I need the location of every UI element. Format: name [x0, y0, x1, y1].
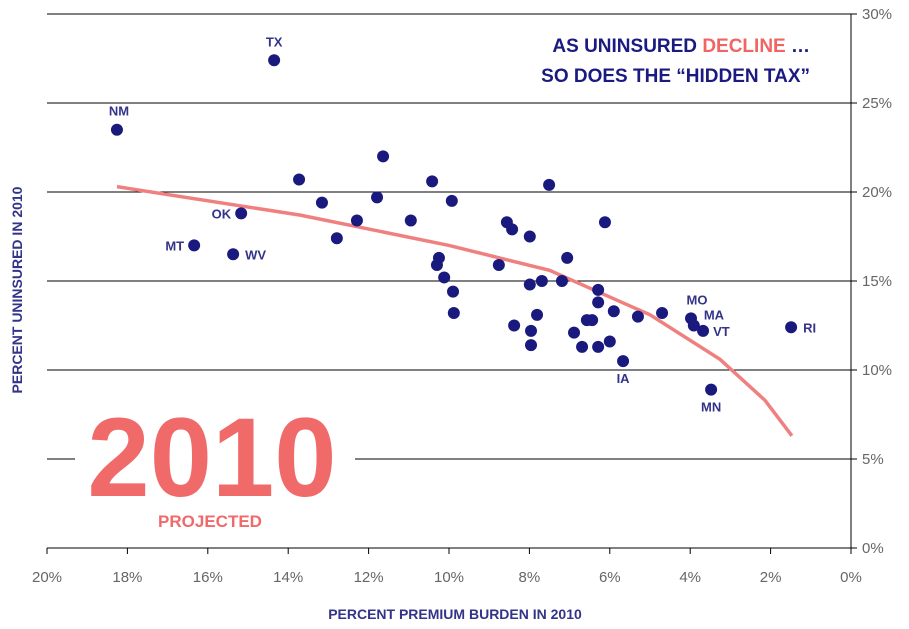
- point: [506, 223, 519, 236]
- x-tick-label: 18%: [112, 569, 142, 586]
- x-tick-label: 4%: [679, 569, 701, 586]
- y-tick-label: 0%: [862, 540, 884, 557]
- point: [447, 285, 460, 298]
- y-tick-label: 15%: [862, 273, 892, 290]
- point-label: MO: [687, 292, 708, 307]
- point: [617, 355, 630, 368]
- point: [568, 326, 581, 339]
- point: [592, 340, 605, 353]
- point: [531, 308, 544, 321]
- point: [525, 324, 538, 337]
- point: [785, 321, 798, 334]
- point: [592, 283, 605, 296]
- point: [330, 232, 343, 245]
- point: [607, 305, 620, 318]
- point: [445, 194, 458, 207]
- point-label: MA: [704, 308, 725, 323]
- point: [656, 307, 669, 320]
- point: [580, 314, 593, 327]
- x-tick-label: 12%: [354, 569, 384, 586]
- y-tick-label: 10%: [862, 362, 892, 379]
- point: [592, 296, 605, 309]
- point: [555, 275, 568, 287]
- point: [631, 310, 644, 323]
- y-tick-label: 25%: [862, 95, 892, 112]
- point-label: TX: [266, 34, 283, 49]
- annotation-bg: [75, 400, 355, 535]
- point: [523, 278, 536, 291]
- chart-subtitle: SO DOES THE “HIDDEN TAX”: [541, 66, 810, 87]
- point: [508, 319, 521, 332]
- title-part: AS UNINSURED: [552, 36, 702, 57]
- point: [561, 251, 574, 264]
- point: [598, 216, 611, 229]
- y-tick-label: 20%: [862, 184, 892, 201]
- x-tick-label: 14%: [273, 569, 303, 586]
- point-label: MN: [701, 400, 721, 415]
- point: [447, 307, 460, 320]
- point-label: VT: [713, 324, 730, 339]
- y-axis-label: PERCENT UNINSURED IN 2010: [9, 186, 25, 393]
- point: [315, 196, 328, 209]
- x-tick-label: 6%: [599, 569, 621, 586]
- point: [687, 319, 700, 332]
- point: [576, 340, 589, 353]
- x-tick-label: 10%: [434, 569, 464, 586]
- x-axis-label: PERCENT PREMIUM BURDEN IN 2010: [328, 606, 582, 622]
- point: [188, 239, 201, 252]
- point: [525, 339, 538, 352]
- x-tick-label: 0%: [840, 569, 862, 586]
- point: [293, 173, 306, 186]
- y-tick-label: 30%: [862, 6, 892, 23]
- point-label: WV: [245, 247, 266, 262]
- annotation-sub: PROJECTED: [158, 512, 262, 531]
- annotation: 2010: [87, 395, 336, 520]
- title-part: …: [786, 36, 810, 57]
- point-label: RI: [803, 320, 816, 335]
- point: [438, 271, 451, 284]
- point: [371, 191, 384, 204]
- point: [492, 258, 505, 271]
- point: [377, 150, 390, 163]
- point: [523, 230, 536, 243]
- title-part: DECLINE: [702, 36, 785, 57]
- point-label: IA: [617, 371, 631, 386]
- point-label: OK: [212, 206, 232, 221]
- chart-title: AS UNINSURED DECLINE …: [552, 36, 810, 57]
- point: [697, 324, 710, 337]
- point: [404, 214, 417, 227]
- x-tick-label: 16%: [193, 569, 223, 586]
- point: [235, 207, 248, 220]
- point: [705, 383, 718, 396]
- point: [543, 178, 556, 191]
- point-label: MT: [165, 238, 184, 253]
- x-tick-label: 2%: [760, 569, 782, 586]
- point-label: NM: [109, 104, 129, 119]
- point: [426, 175, 439, 188]
- point: [430, 258, 443, 271]
- point: [268, 54, 281, 67]
- x-tick-label: 20%: [32, 569, 62, 586]
- point: [227, 248, 240, 261]
- y-tick-label: 5%: [862, 451, 884, 468]
- point: [603, 335, 616, 348]
- point: [535, 275, 548, 287]
- point: [110, 123, 123, 136]
- point: [350, 214, 363, 227]
- x-tick-label: 8%: [519, 569, 541, 586]
